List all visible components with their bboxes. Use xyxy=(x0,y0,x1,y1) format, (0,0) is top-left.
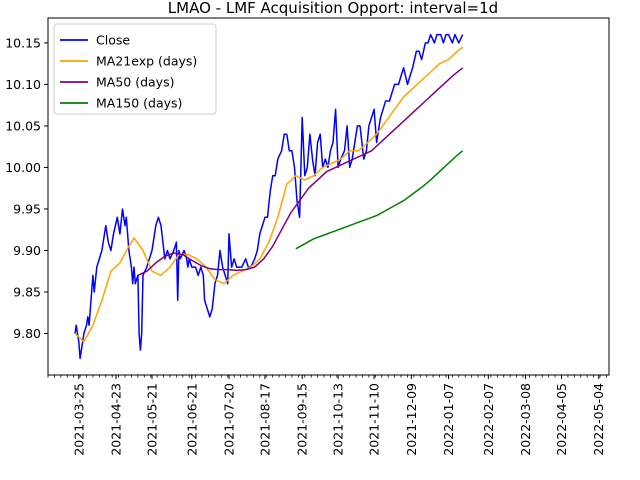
series-line-ma50-days xyxy=(137,67,464,277)
x-tick-label: 2021-09-15 xyxy=(295,383,310,456)
y-tick-label: 10.00 xyxy=(5,160,41,175)
legend-label: MA50 (days) xyxy=(96,75,174,90)
x-tick-label: 2021-03-25 xyxy=(71,383,86,456)
legend-label: MA21exp (days) xyxy=(96,54,197,69)
x-tick-label: 2022-02-07 xyxy=(481,383,496,456)
y-tick-label: 10.05 xyxy=(5,118,41,133)
x-tick-label: 2021-07-20 xyxy=(222,383,237,456)
y-tick-label: 10.15 xyxy=(5,35,41,50)
x-tick-label: 2021-11-10 xyxy=(367,383,382,456)
x-tick-label: 2021-08-17 xyxy=(257,383,272,456)
legend-label: MA150 (days) xyxy=(96,96,182,111)
series-line-ma150-days xyxy=(295,150,464,250)
plot-area xyxy=(47,17,610,376)
x-tick-label: 2022-04-05 xyxy=(554,383,569,456)
y-tick-label: 10.10 xyxy=(5,77,41,92)
legend-label: Close xyxy=(96,33,130,48)
chart-title: LMAO - LMF Acquisition Opport: interval=… xyxy=(168,0,498,17)
x-tick-label: 2021-06-21 xyxy=(184,383,199,456)
x-tick-label: 2021-04-23 xyxy=(109,383,124,456)
series-layer xyxy=(74,33,464,360)
plot-frame xyxy=(47,17,610,376)
series-line-close xyxy=(74,33,464,360)
y-tick-label: 9.80 xyxy=(13,326,41,341)
x-tick-label: 2021-12-09 xyxy=(404,383,419,456)
x-tick-label: 2022-03-08 xyxy=(518,383,533,456)
y-axis: 9.80 9.85 9.90 9.95 10.00 10.05 10.10 10.15 xyxy=(5,35,48,341)
legend: Close MA21exp (days) MA50 (days) MA150 (day… xyxy=(53,23,217,115)
x-tick-label: 2021-10-13 xyxy=(331,383,346,456)
y-tick-label: 9.90 xyxy=(13,243,41,258)
series-line-ma21exp-days xyxy=(74,46,464,343)
x-tick-label: 2021-05-21 xyxy=(144,383,159,456)
legend-box xyxy=(53,23,217,115)
x-tick-label: 2022-05-04 xyxy=(591,383,606,456)
y-tick-label: 9.85 xyxy=(13,284,41,299)
y-tick-label: 9.95 xyxy=(13,201,41,216)
x-axis: 2021-03-25 2021-04-23 2021-05-21 2021-06-21… xyxy=(47,375,607,456)
x-tick-label: 2022-01-07 xyxy=(441,383,456,456)
